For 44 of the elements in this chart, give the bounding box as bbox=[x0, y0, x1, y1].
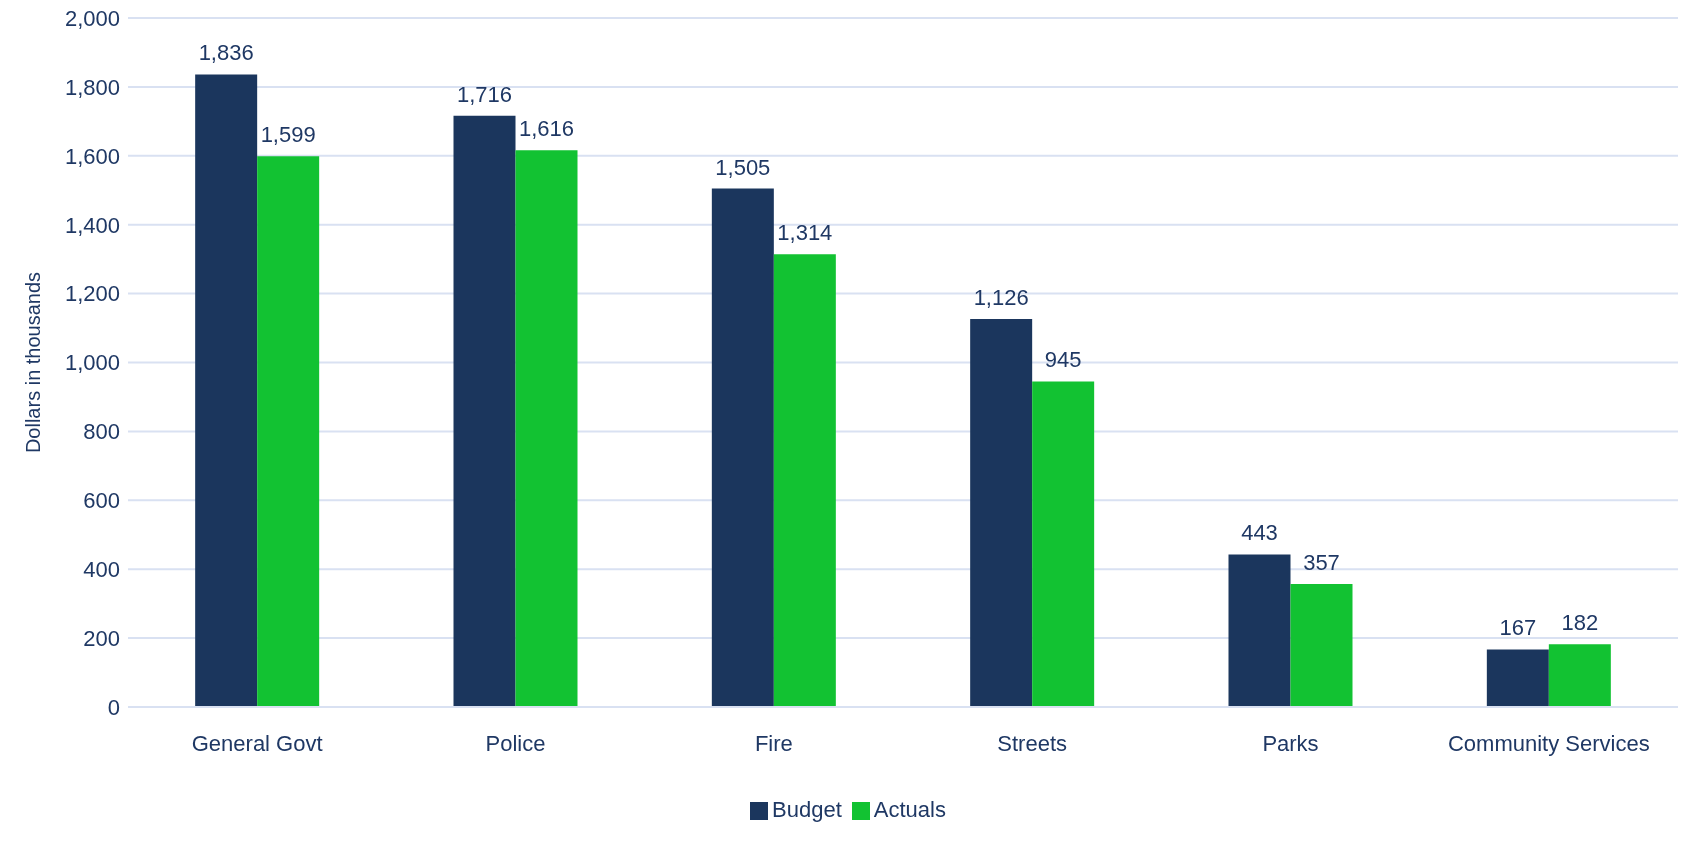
data-label: 1,505 bbox=[715, 154, 771, 180]
data-label: 1,836 bbox=[198, 40, 254, 66]
x-tick-label: General Govt bbox=[191, 730, 323, 756]
data-label: 182 bbox=[1561, 610, 1599, 636]
y-tick-label: 800 bbox=[83, 419, 120, 445]
bar bbox=[970, 319, 1033, 707]
y-tick-label: 1,000 bbox=[64, 350, 120, 376]
bar bbox=[257, 156, 320, 707]
bar bbox=[1548, 644, 1611, 707]
data-label: 1,716 bbox=[456, 81, 513, 107]
data-label: 1,126 bbox=[973, 285, 1029, 311]
bar bbox=[1486, 649, 1549, 707]
bar bbox=[1228, 554, 1291, 707]
y-tick-label: 1,600 bbox=[64, 143, 120, 169]
bar bbox=[711, 188, 774, 707]
y-tick-label: 0 bbox=[107, 694, 120, 720]
y-tick-label: 1,800 bbox=[64, 74, 120, 100]
y-tick-label: 1,400 bbox=[64, 212, 120, 238]
y-tick-label: 2,000 bbox=[64, 5, 120, 31]
data-label: 167 bbox=[1499, 615, 1537, 641]
x-tick-label: Police bbox=[485, 730, 546, 756]
y-axis-title: Dollars in thousands bbox=[22, 271, 45, 454]
x-tick-label: Fire bbox=[754, 730, 793, 756]
x-tick-label: Community Services bbox=[1447, 730, 1650, 756]
data-label: 945 bbox=[1044, 347, 1082, 373]
y-tick-label: 1,200 bbox=[64, 281, 120, 307]
bar bbox=[1032, 381, 1095, 707]
bar bbox=[1290, 584, 1353, 707]
data-label: 1,314 bbox=[777, 220, 833, 246]
y-tick-label: 400 bbox=[83, 557, 120, 583]
y-tick-label: 600 bbox=[83, 488, 120, 514]
data-label: 1,616 bbox=[518, 116, 575, 142]
data-label: 443 bbox=[1241, 520, 1278, 546]
legend-label: Actuals bbox=[873, 797, 946, 822]
bar bbox=[773, 254, 836, 707]
x-tick-label: Parks bbox=[1262, 730, 1319, 756]
bar bbox=[453, 115, 516, 707]
bar bbox=[515, 150, 578, 707]
x-tick-label: Streets bbox=[997, 730, 1068, 756]
bar bbox=[195, 74, 258, 707]
legend-label: Budget bbox=[772, 797, 842, 822]
data-label: 357 bbox=[1303, 550, 1340, 576]
data-label: 1,599 bbox=[260, 122, 316, 148]
y-tick-label: 200 bbox=[83, 625, 120, 651]
